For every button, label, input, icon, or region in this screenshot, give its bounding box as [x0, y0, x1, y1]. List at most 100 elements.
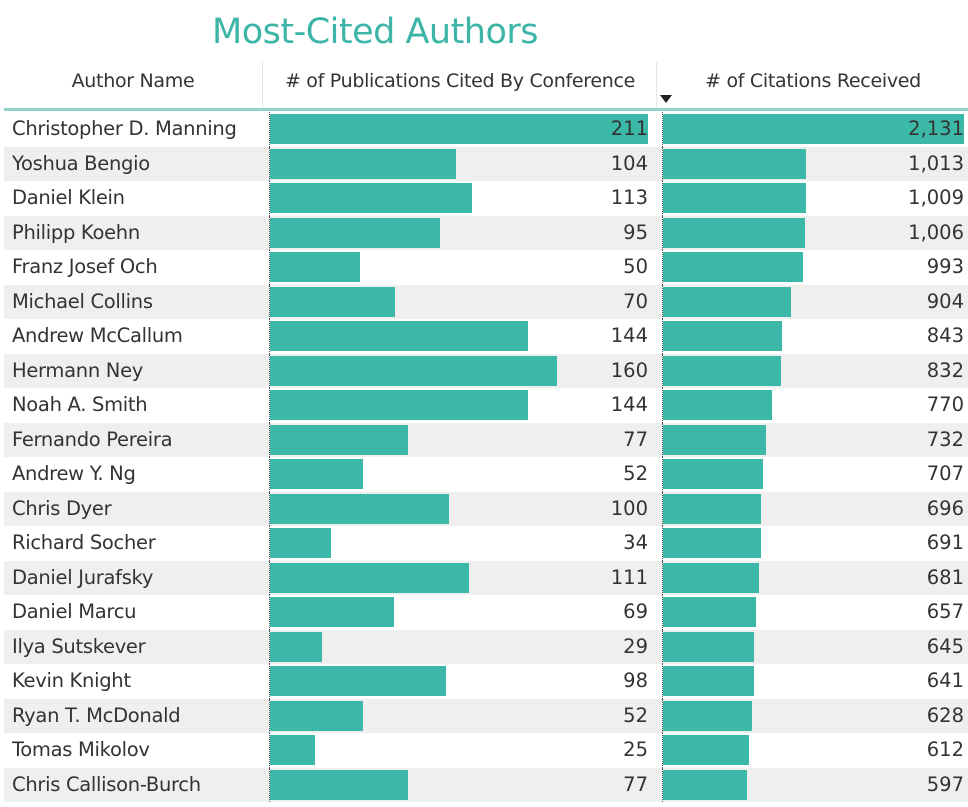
data-bar-axis [269, 319, 270, 354]
column-header-author-name[interactable]: Author Name [71, 70, 195, 92]
table-row[interactable]: Kevin Knight 98 641 [4, 664, 968, 699]
citations-data-bar [663, 528, 761, 558]
data-bar-axis [662, 457, 663, 492]
author-name: Kevin Knight [12, 669, 131, 692]
publications-value: 160 [610, 358, 648, 382]
citations-value: 993 [926, 255, 964, 278]
table-row[interactable]: Michael Collins 70 904 [4, 284, 968, 319]
column-header-citations[interactable]: # of Citations Received [656, 62, 968, 108]
author-name: Chris Dyer [12, 496, 112, 520]
citations-value: 1,013 [908, 151, 964, 175]
publications-value: 144 [610, 393, 648, 416]
data-bar-axis [269, 698, 270, 733]
data-bar-axis [662, 526, 663, 561]
data-bar-axis [269, 250, 270, 285]
citations-value: 645 [926, 634, 964, 658]
publications-value: 50 [623, 255, 648, 278]
citations-value: 597 [926, 772, 964, 796]
table-row[interactable]: Andrew Y. Ng 52 707 [4, 457, 968, 492]
publications-value: 100 [610, 496, 648, 520]
data-bar-axis [269, 560, 270, 595]
data-bar-axis [269, 664, 270, 699]
publications-value: 144 [610, 324, 648, 347]
author-name: Andrew McCallum [12, 324, 183, 347]
author-name: Tomas Mikolov [12, 738, 150, 761]
publications-data-bar [270, 286, 396, 317]
data-bar-axis [662, 215, 663, 250]
publications-data-bar [270, 769, 408, 800]
table-row[interactable]: Hermann Ney 160 832 [4, 353, 968, 388]
publications-value: 34 [623, 531, 648, 554]
table-row[interactable]: Daniel Jurafsky 111 681 [4, 560, 968, 595]
data-bar-axis [662, 250, 663, 285]
author-name: Daniel Klein [12, 186, 125, 209]
table-row[interactable]: Daniel Klein 113 1,009 [4, 181, 968, 216]
table-row[interactable]: Daniel Marcu 69 657 [4, 595, 968, 630]
citations-data-bar [663, 631, 755, 662]
data-bar-axis [662, 146, 663, 181]
table-row[interactable]: Chris Dyer 100 696 [4, 491, 968, 526]
citations-data-bar [663, 735, 750, 765]
table-row[interactable]: Franz Josef Och 50 993 [4, 250, 968, 285]
column-header-publications[interactable]: # of Publications Cited By Conference [262, 62, 657, 108]
citations-value: 732 [926, 427, 964, 451]
table-row[interactable]: Yoshua Bengio 104 1,013 [4, 146, 968, 181]
publications-data-bar [270, 700, 364, 731]
data-bar-axis [269, 388, 270, 423]
data-bar-axis [662, 284, 663, 319]
citations-value: 904 [926, 289, 964, 313]
citations-data-bar [663, 321, 783, 351]
publications-value: 52 [623, 703, 648, 727]
citations-data-bar [663, 183, 806, 213]
author-name: Daniel Jurafsky [12, 565, 154, 589]
table-row[interactable]: Fernando Pereira 77 732 [4, 422, 968, 457]
author-name: Yoshua Bengio [12, 151, 150, 175]
citations-data-bar [663, 390, 772, 420]
table-row[interactable]: Richard Socher 34 691 [4, 526, 968, 561]
data-bar-axis [269, 457, 270, 492]
citations-data-bar [663, 286, 791, 317]
publications-value: 104 [610, 151, 648, 175]
table-row[interactable]: Chris Callison-Burch 77 597 [4, 767, 968, 802]
data-bar-axis [662, 319, 663, 354]
citations-data-bar [663, 597, 756, 627]
publications-value: 77 [623, 772, 648, 796]
publications-value: 95 [623, 220, 648, 244]
author-name: Ryan T. McDonald [12, 703, 181, 727]
data-bar-axis [662, 112, 663, 147]
publications-data-bar [270, 631, 322, 662]
author-name: Hermann Ney [12, 358, 144, 382]
publications-value: 113 [610, 186, 648, 209]
data-bar-axis [662, 422, 663, 457]
publications-data-bar [270, 114, 648, 144]
table-row[interactable]: Philipp Koehn 95 1,006 [4, 215, 968, 250]
table-row[interactable]: Ilya Sutskever 29 645 [4, 629, 968, 664]
citations-data-bar [663, 148, 807, 179]
publications-data-bar [270, 735, 315, 765]
table-row[interactable]: Tomas Mikolov 25 612 [4, 733, 968, 768]
data-bar-axis [662, 664, 663, 699]
data-bar-axis [662, 767, 663, 802]
table-row[interactable]: Noah A. Smith 144 770 [4, 388, 968, 423]
data-bar-axis [662, 595, 663, 630]
citations-value: 832 [926, 358, 964, 382]
data-bar-axis [662, 560, 663, 595]
data-bar-axis [662, 733, 663, 768]
publications-value: 98 [623, 669, 648, 692]
table-row[interactable]: Andrew McCallum 144 843 [4, 319, 968, 354]
publications-data-bar [270, 666, 446, 696]
author-name: Christopher D. Manning [12, 117, 237, 140]
publications-value: 69 [623, 600, 648, 623]
sort-descending-icon[interactable] [660, 95, 672, 103]
publications-data-bar [270, 355, 557, 386]
citations-value: 628 [926, 703, 964, 727]
publications-value: 211 [610, 117, 648, 140]
publications-value: 77 [623, 427, 648, 451]
data-bar-axis [269, 767, 270, 802]
data-bar-axis [662, 629, 663, 664]
publications-data-bar [270, 597, 394, 627]
table-row[interactable]: Ryan T. McDonald 52 628 [4, 698, 968, 733]
citations-data-bar [663, 700, 752, 731]
citations-data-bar [663, 769, 748, 800]
table-row[interactable]: Christopher D. Manning 211 2,131 [4, 112, 968, 147]
